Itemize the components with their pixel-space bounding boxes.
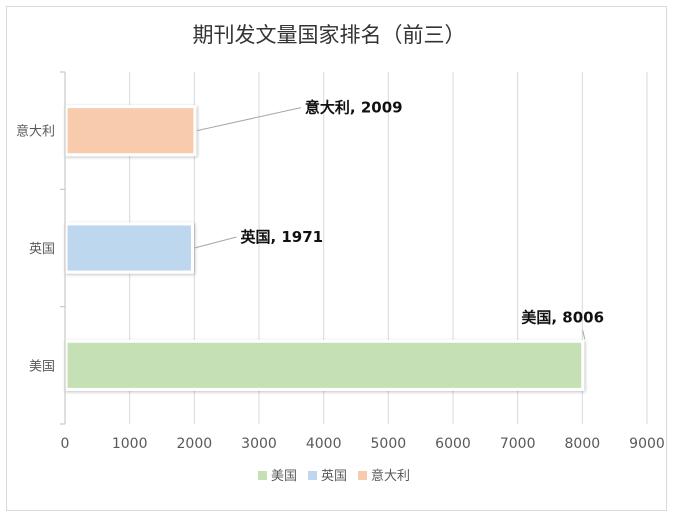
leader-line <box>194 236 237 249</box>
bar-2 <box>64 105 197 157</box>
legend-label: 意大利 <box>371 468 410 484</box>
x-tick-label: 9000 <box>629 436 665 452</box>
data-label: 意大利, 2009 <box>305 99 403 117</box>
x-tick-label: 3000 <box>241 436 277 452</box>
x-tick-label: 1000 <box>112 436 148 452</box>
x-tick-label: 2000 <box>177 436 213 452</box>
category-label: 美国 <box>29 359 55 374</box>
legend-swatch <box>308 471 317 480</box>
bars-layer <box>64 105 585 391</box>
leader-line <box>582 330 586 340</box>
data-label: 美国, 8006 <box>521 308 604 326</box>
legend-label: 英国 <box>321 469 347 484</box>
bar-0 <box>64 339 585 391</box>
axis-layer: 0 1000 2000 3000 4000 5000 6000 7000 8000 9000 美国 英… <box>16 71 665 452</box>
x-tick-label: 4000 <box>306 436 342 452</box>
leader-line <box>196 107 302 132</box>
bar-1 <box>64 222 194 274</box>
x-tick-label: 0 <box>61 436 70 452</box>
legend-swatch <box>258 471 267 480</box>
category-label: 意大利 <box>16 124 55 140</box>
category-label: 英国 <box>29 242 55 257</box>
legend-swatch <box>358 471 367 480</box>
legend-label: 美国 <box>271 469 297 484</box>
data-label: 英国, 1971 <box>240 228 323 246</box>
labels-layer: 美国, 8006 英国, 1971 意大利, 2009 <box>194 99 604 340</box>
chart-title: 期刊发文量国家排名（前三） <box>193 23 466 47</box>
x-tick-label: 7000 <box>500 436 536 452</box>
x-tick-label: 8000 <box>565 436 601 452</box>
x-tick-label: 5000 <box>371 436 407 452</box>
x-tick-label: 6000 <box>435 436 471 452</box>
legend-layer: 美国 英国 意大利 <box>258 468 410 484</box>
